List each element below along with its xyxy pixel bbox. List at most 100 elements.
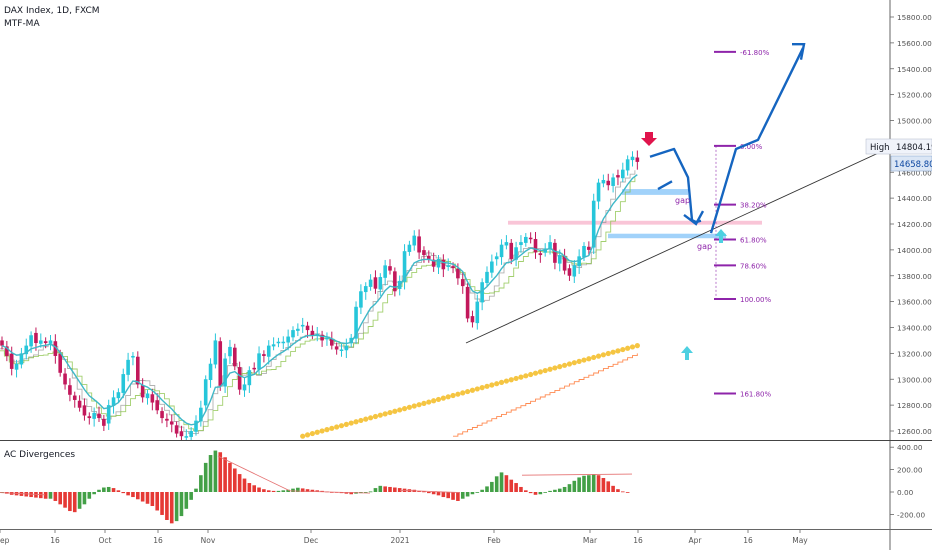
candle-body [572,265,577,277]
candle [320,330,324,347]
ac-bar [557,488,562,492]
projection-down-arrowhead [683,210,705,226]
ac-bar [116,490,121,492]
price-tick-label: 12800.00 [897,401,932,410]
candle [145,389,150,405]
ac-bar [533,492,538,495]
candle [271,337,276,351]
ac-bar [266,490,271,492]
ac-bar [553,489,557,492]
ac-bar [616,489,620,492]
ac-bar [106,486,111,492]
ind-tick-label: 400.00 [897,443,923,452]
ma-yellow-dot [518,374,524,380]
price-axis[interactable]: 15800.00 15600.00 15400.00 15200.00 15000.00… [890,13,932,519]
ac-bar [111,488,116,492]
candle-body [630,156,635,161]
projection-up-arrowhead [792,42,806,60]
candle [87,412,92,425]
candle [373,270,378,294]
ac-bar [519,486,523,492]
ac-bar [53,492,58,501]
candle [14,359,19,378]
candle-body [247,370,252,386]
time-tick-label: 16 [153,536,163,545]
candle [621,162,625,183]
ac-bar [97,489,101,492]
ma-orange-step [453,353,638,437]
candle-body [194,420,198,432]
ma-yellow-dot [586,356,592,362]
candle-body [611,177,615,186]
ac-bar [63,492,67,508]
candle [106,399,111,430]
ma-yellow-dot [431,398,437,404]
ac-bar [300,488,305,492]
ma-yellow-dot [300,433,306,439]
candle [427,250,431,263]
candle-body [34,332,38,344]
ma-yellow-dot [397,407,403,413]
candle-body [431,259,436,267]
ac-bar [281,490,286,492]
ma-yellow-dot [460,390,466,396]
candle [378,273,383,296]
candle-body [310,330,315,336]
candle [233,343,237,371]
candle [490,254,494,278]
time-axis[interactable]: ep 16 Oct 16 Nov Dec 2021 Feb Mar 16 Apr 16 May [0,529,808,545]
candle-body [363,286,368,293]
ac-bar [431,492,436,495]
candle-body [24,345,29,355]
ac-bar [208,455,213,492]
candle-body [252,367,256,370]
candle-body [577,256,581,267]
candle [131,352,135,366]
ac-bar [475,492,480,493]
candle [102,414,106,431]
candle [577,249,581,274]
ac-bar [514,483,518,492]
ma-yellow-dot [440,395,446,401]
candle-body [456,268,460,279]
ac-bar [199,475,203,492]
ma-yellow-dot [625,345,631,351]
ma-yellow-dot [484,383,490,389]
candle-body [140,385,145,398]
ac-bar [252,485,256,492]
ma-yellow-dot [338,423,345,429]
price-tick-label: 15200.00 [897,91,932,100]
candle [179,425,184,440]
price-tick-label: 13000.00 [897,375,932,384]
candle-body [562,255,567,271]
ma-yellow-dot [508,377,514,383]
ac-bar [587,475,591,492]
candle [499,239,504,265]
candle [121,368,126,399]
ac-bar [349,492,353,495]
ma-yellow-dot [523,373,529,379]
ma-yellow-dot [314,429,320,435]
candle-body [271,344,276,347]
candle-body [174,425,179,434]
ac-bar [286,489,290,492]
ma-yellow-dot [406,404,412,410]
ema-line [1,174,638,426]
ac-bar [39,492,43,499]
ma-yellow-dot [358,417,364,424]
candle-body [402,251,407,282]
candle-body [276,341,281,344]
price-plot-area: -61.80% 0.00% 38.20% 61.80% 78.60% 100.00% 161… [0,42,890,440]
candle [465,282,470,323]
candle-body [189,431,193,437]
candle [296,323,300,337]
candle-body [485,271,489,283]
ac-bar [460,492,465,499]
candle-body [388,266,392,271]
candle-body [213,340,218,365]
candle-body [344,345,349,351]
candle [223,353,227,393]
divergence-line [0,492,46,496]
candle-body [145,393,150,399]
